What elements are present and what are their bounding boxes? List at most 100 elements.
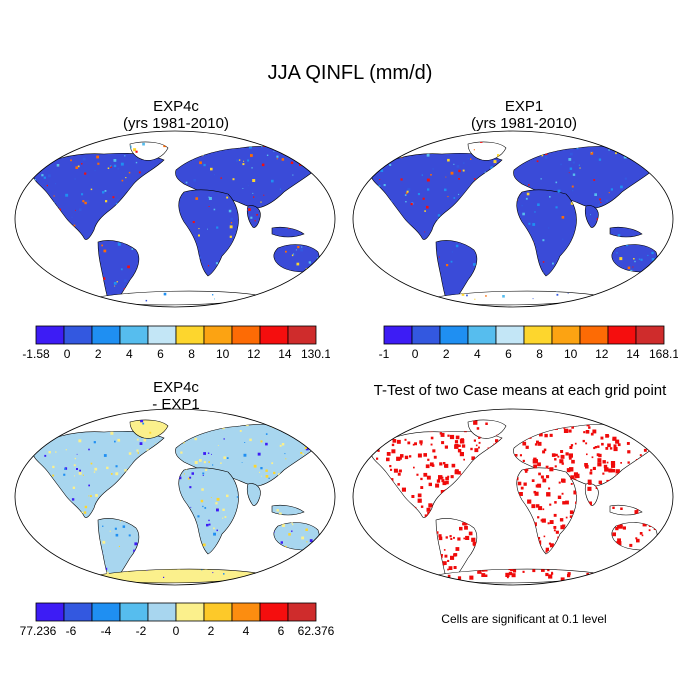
colorbar-swatch bbox=[259, 325, 289, 345]
colorbar-swatch bbox=[203, 602, 233, 622]
colorbar-swatch bbox=[35, 602, 65, 622]
panel-exp4c-title-line1: EXP4c bbox=[153, 98, 199, 115]
panel-diff-title-line1: EXP4c bbox=[153, 379, 199, 396]
colorbar-label: 0 bbox=[412, 347, 419, 361]
colorbar-label: 2 bbox=[95, 347, 102, 361]
colorbar-swatch bbox=[119, 602, 149, 622]
colorbar-swatch bbox=[287, 325, 317, 345]
panel-exp4c-title: EXP4c (yrs 1981-2010) bbox=[16, 98, 336, 132]
continent-north-america bbox=[31, 430, 165, 518]
colorbar-label: 12 bbox=[595, 347, 609, 361]
colorbar-diff: -77.236 -6 -4 -2 0 2 4 6 62.376 bbox=[20, 602, 335, 638]
colorbar-label: 2 bbox=[443, 347, 450, 361]
panel-ttest-title: T-Test of two Case means at each grid po… bbox=[373, 382, 667, 399]
colorbar-label: 6 bbox=[278, 624, 285, 638]
colorbar-swatch bbox=[495, 325, 525, 345]
colorbar-label: 4 bbox=[126, 347, 133, 361]
continent-greenland bbox=[467, 419, 507, 439]
continent-australia bbox=[273, 522, 320, 551]
colorbar-label: 4 bbox=[474, 347, 481, 361]
continent-africa bbox=[178, 467, 239, 555]
colorbar-label: -1.58 bbox=[22, 347, 50, 361]
continent-africa bbox=[178, 189, 239, 277]
colorbar-label: 8 bbox=[536, 347, 543, 361]
map-diff bbox=[14, 408, 336, 586]
colorbar-swatch bbox=[175, 602, 205, 622]
colorbar-label: 62.376 bbox=[298, 624, 335, 638]
continent-north-america bbox=[369, 430, 503, 518]
colorbar-swatch bbox=[231, 602, 261, 622]
colorbar-swatch bbox=[147, 602, 177, 622]
colorbar-label: 14 bbox=[626, 347, 640, 361]
continent-north-america bbox=[369, 152, 503, 240]
colorbar-swatch bbox=[91, 602, 121, 622]
continent-india bbox=[246, 205, 261, 228]
colorbar-label: 10 bbox=[216, 347, 230, 361]
colorbar-swatch bbox=[635, 325, 665, 345]
colorbar-swatch bbox=[175, 325, 205, 345]
colorbar-label: 12 bbox=[247, 347, 261, 361]
colorbar-label: -77.236 bbox=[20, 624, 57, 638]
colorbar-exp4c: -1.58 0 2 4 6 8 10 12 14 130.1 bbox=[22, 325, 330, 361]
colorbar-label: -4 bbox=[101, 624, 112, 638]
map-frame bbox=[352, 408, 674, 586]
colorbar-label: 130.1 bbox=[301, 347, 330, 361]
colorbar-swatch bbox=[439, 325, 469, 345]
continent-africa bbox=[516, 467, 577, 555]
colorbar-exp1: -1 0 2 4 6 8 10 12 14 168.1 bbox=[379, 325, 678, 361]
colorbar-label: 0 bbox=[64, 347, 71, 361]
colorbar-swatch bbox=[63, 325, 93, 345]
colorbar-swatch bbox=[383, 325, 413, 345]
panel-exp1-title-line2: (yrs 1981-2010) bbox=[471, 115, 577, 132]
colorbar-swatch bbox=[607, 325, 637, 345]
colorbar-label: 0 bbox=[173, 624, 180, 638]
colorbar-swatch bbox=[63, 602, 93, 622]
continent-greenland bbox=[467, 141, 507, 161]
map-exp4c bbox=[14, 130, 336, 308]
ttest-note: Cells are significant at 0.1 level bbox=[441, 612, 607, 626]
colorbar-swatch bbox=[287, 602, 317, 622]
colorbar-label: 6 bbox=[505, 347, 512, 361]
colorbar-swatch bbox=[91, 325, 121, 345]
colorbar-label: 6 bbox=[157, 347, 164, 361]
colorbar-swatch bbox=[231, 325, 261, 345]
colorbar-swatch bbox=[147, 325, 177, 345]
colorbar-swatch bbox=[523, 325, 553, 345]
panel-exp1-title: EXP1 (yrs 1981-2010) bbox=[364, 98, 684, 132]
colorbar-swatch bbox=[551, 325, 581, 345]
colorbar-swatch bbox=[35, 325, 65, 345]
colorbar-swatch bbox=[259, 602, 289, 622]
colorbar-swatch bbox=[203, 325, 233, 345]
continent-india bbox=[584, 205, 599, 228]
continent-africa bbox=[516, 189, 577, 277]
colorbar-swatch bbox=[579, 325, 609, 345]
colorbar-swatch bbox=[467, 325, 497, 345]
panel-exp1-title-line1: EXP1 bbox=[504, 98, 544, 115]
map-frame bbox=[14, 130, 336, 308]
panel-exp4c-title-line2: (yrs 1981-2010) bbox=[123, 115, 229, 132]
colorbar-label: -6 bbox=[66, 624, 77, 638]
continent-india bbox=[246, 483, 261, 506]
colorbar-label: 8 bbox=[188, 347, 195, 361]
colorbar-label: 168.1 bbox=[649, 347, 678, 361]
map-frame bbox=[352, 130, 674, 308]
colorbar-label: -1 bbox=[379, 347, 390, 361]
panel-diff-title-line2: - EXP1 bbox=[152, 396, 200, 413]
continent-greenland bbox=[129, 141, 169, 161]
colorbar-swatch bbox=[411, 325, 441, 345]
figure-title: JJA QINFL (mm/d) bbox=[267, 62, 433, 84]
continent-indonesia bbox=[609, 226, 643, 238]
continent-indonesia bbox=[609, 504, 643, 516]
map-ttest bbox=[352, 408, 674, 586]
colorbar-label: 4 bbox=[243, 624, 250, 638]
continent-greenland bbox=[129, 419, 169, 439]
continent-indonesia bbox=[271, 226, 305, 238]
continent-australia bbox=[273, 244, 320, 273]
colorbar-label: 2 bbox=[208, 624, 215, 638]
colorbar-label: 14 bbox=[278, 347, 292, 361]
continent-north-america bbox=[31, 152, 165, 240]
colorbar-label: -2 bbox=[136, 624, 147, 638]
map-exp1 bbox=[352, 130, 674, 308]
panel-diff-title: EXP4c - EXP1 bbox=[16, 379, 336, 413]
colorbar-label: 10 bbox=[564, 347, 578, 361]
